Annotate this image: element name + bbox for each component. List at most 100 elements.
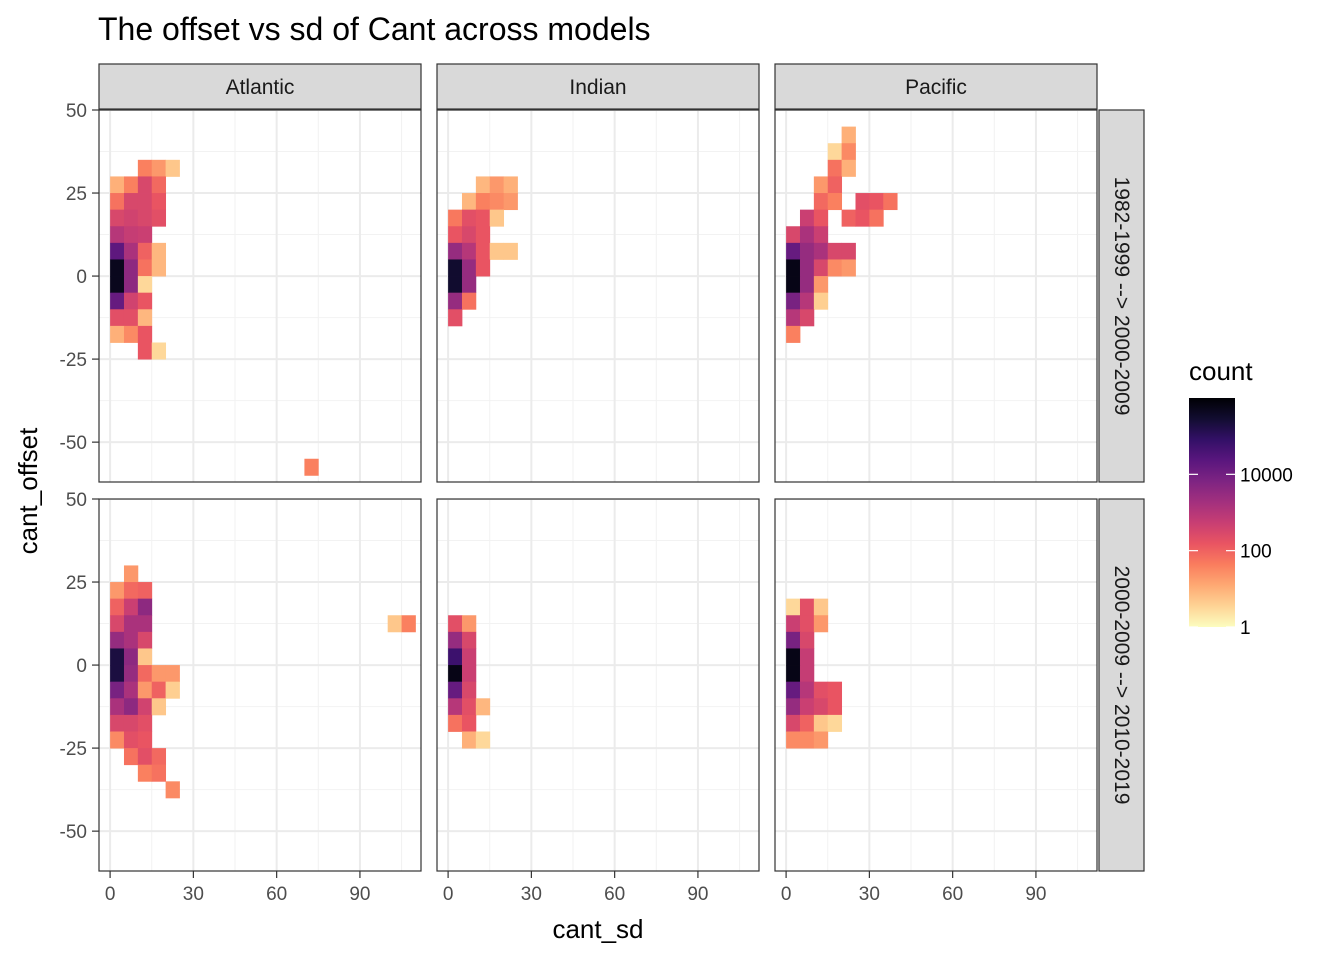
heatmap-cell <box>461 615 477 633</box>
heatmap-cell <box>110 226 125 244</box>
panel-border <box>436 498 760 872</box>
heatmap-cell <box>475 176 491 194</box>
heatmap-cell <box>110 292 125 310</box>
y-tick-label: -50 <box>60 822 87 843</box>
heatmap-cell <box>827 143 843 161</box>
panel-atlantic-row-1 <box>98 109 422 483</box>
x-tick-label: 0 <box>781 884 792 905</box>
panel-border <box>774 109 1098 483</box>
heatmap-cell <box>799 309 815 327</box>
color-legend: count 10000 100 1 <box>1189 356 1293 639</box>
heatmap-cell <box>799 731 815 749</box>
heatmap-cell <box>855 209 870 227</box>
heatmap-cell <box>123 648 139 666</box>
heatmap-cell <box>110 631 125 649</box>
heatmap-cell <box>448 226 463 244</box>
heatmap-cell <box>448 665 463 683</box>
heatmap-cell <box>461 698 477 716</box>
heatmap-cell <box>813 681 829 699</box>
heatmap-cell <box>799 615 815 633</box>
heatmap-cell <box>475 209 491 227</box>
heatmap-cell <box>137 226 153 244</box>
heatmap-cell <box>151 209 167 227</box>
y-tick-label: -25 <box>60 350 87 371</box>
heatmap-cells <box>110 565 416 799</box>
heatmap-cell <box>489 176 505 194</box>
heatmap-cell <box>137 193 153 211</box>
row-strip-1 <box>1098 109 1145 483</box>
column-strip-atlantic <box>98 63 422 110</box>
x-tick-label: 30 <box>859 884 880 905</box>
heatmap-cell <box>448 309 463 327</box>
heatmap-cell <box>123 615 139 633</box>
heatmap-cell <box>137 681 153 699</box>
heatmap-cell <box>448 242 463 260</box>
heatmap-cell <box>137 748 153 766</box>
heatmap-cell <box>123 309 139 327</box>
heatmap-cell <box>110 648 125 666</box>
heatmap-cell <box>165 781 180 799</box>
heatmap-cell <box>387 615 402 633</box>
heatmap-cell <box>827 159 843 177</box>
heatmap-cell <box>110 309 125 327</box>
heatmap-cell <box>448 698 463 716</box>
heatmap-cell <box>855 193 870 211</box>
heatmap-cell <box>503 193 518 211</box>
y-tick-label: 25 <box>66 184 87 205</box>
heatmap-cell <box>841 159 856 177</box>
y-tick-label: -25 <box>60 739 87 760</box>
heatmap-cell <box>110 665 125 683</box>
heatmap-cell <box>137 665 153 683</box>
heatmap-cell <box>813 276 829 294</box>
heatmap-cell <box>799 631 815 649</box>
heatmap-cell <box>165 159 180 177</box>
heatmap-cell <box>461 681 477 699</box>
x-tick-label: 0 <box>105 884 116 905</box>
heatmap-cell <box>799 714 815 732</box>
heatmap-cell <box>827 176 843 194</box>
heatmap-cells <box>786 126 898 343</box>
x-tick-label: 60 <box>942 884 963 905</box>
heatmap-cell <box>786 325 801 343</box>
heatmap-cell <box>123 681 139 699</box>
heatmap-cell <box>123 259 139 277</box>
heatmap-cell <box>448 292 463 310</box>
heatmap-cell <box>841 209 856 227</box>
panel-atlantic-row-2 <box>98 498 422 872</box>
heatmap-cell <box>123 714 139 732</box>
heatmap-cell <box>137 764 153 782</box>
heatmap-cell <box>461 242 477 260</box>
x-axis-title: cant_sd <box>552 914 643 944</box>
row-strip-label: 1982-1999 --> 2000-2009 <box>1110 177 1133 416</box>
heatmap-cell <box>123 565 139 583</box>
heatmap-cell <box>110 582 125 600</box>
heatmap-cell <box>475 259 491 277</box>
heatmap-cells <box>110 159 319 476</box>
y-axis: 50 25 0 -25 -50 50 25 0 -25 -50 <box>60 101 99 843</box>
heatmap-cell <box>151 748 167 766</box>
heatmap-cell <box>123 242 139 260</box>
heatmap-cell <box>786 631 801 649</box>
x-tick-label: 90 <box>349 884 370 905</box>
column-strip-label: Indian <box>569 76 626 99</box>
heatmap-cell <box>461 259 477 277</box>
heatmap-cell <box>137 325 153 343</box>
panel-pacific-row-2 <box>774 498 1098 872</box>
heatmap-cell <box>137 698 153 716</box>
heatmap-cell <box>123 598 139 616</box>
heatmap-cell <box>841 143 856 161</box>
heatmap-cell <box>786 648 801 666</box>
heatmap-cell <box>475 193 491 211</box>
heatmap-cell <box>461 731 477 749</box>
heatmap-cell <box>110 259 125 277</box>
heatmap-cell <box>461 193 477 211</box>
heatmap-cell <box>137 242 153 260</box>
heatmap-cell <box>137 276 153 294</box>
panel-border <box>774 498 1098 872</box>
legend-label: 1 <box>1240 618 1251 639</box>
heatmap-cell <box>137 731 153 749</box>
x-tick-label: 90 <box>687 884 708 905</box>
heatmap-cell <box>110 193 125 211</box>
x-tick-label: 90 <box>1025 884 1046 905</box>
panel-pacific-row-1 <box>774 109 1098 483</box>
